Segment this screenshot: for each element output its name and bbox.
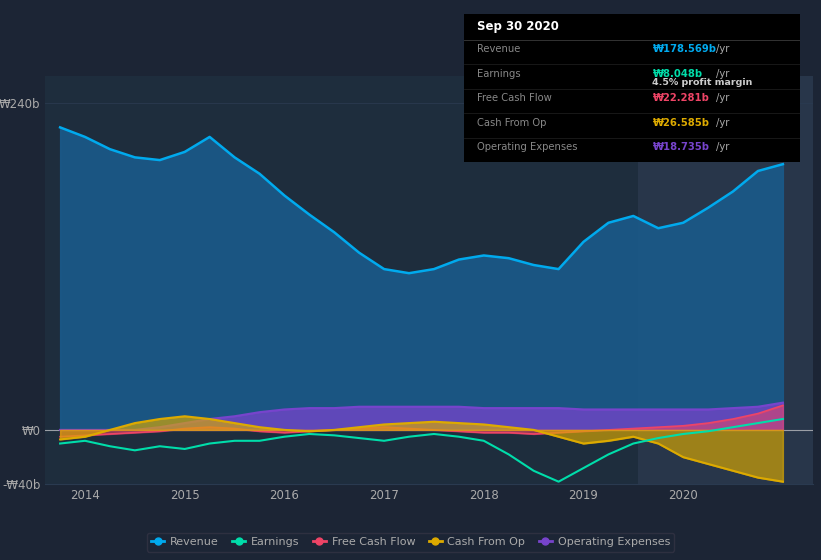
Text: ₩18.735b: ₩18.735b xyxy=(653,142,709,152)
Text: Cash From Op: Cash From Op xyxy=(477,118,547,128)
Text: ₩178.569b: ₩178.569b xyxy=(653,44,717,54)
Text: Operating Expenses: Operating Expenses xyxy=(477,142,578,152)
Text: Earnings: Earnings xyxy=(477,69,521,79)
Text: ₩22.281b: ₩22.281b xyxy=(653,94,709,103)
Text: /yr: /yr xyxy=(716,94,730,103)
Text: ₩8.048b: ₩8.048b xyxy=(653,69,703,79)
Text: Free Cash Flow: Free Cash Flow xyxy=(477,94,552,103)
Text: 4.5% profit margin: 4.5% profit margin xyxy=(653,78,753,87)
Text: /yr: /yr xyxy=(716,69,730,79)
Text: /yr: /yr xyxy=(716,142,730,152)
Text: Revenue: Revenue xyxy=(477,44,521,54)
Text: ₩26.585b: ₩26.585b xyxy=(653,118,709,128)
Bar xyxy=(638,76,813,484)
Text: /yr: /yr xyxy=(716,44,730,54)
Legend: Revenue, Earnings, Free Cash Flow, Cash From Op, Operating Expenses: Revenue, Earnings, Free Cash Flow, Cash … xyxy=(147,533,674,552)
Text: Sep 30 2020: Sep 30 2020 xyxy=(477,20,559,33)
Text: /yr: /yr xyxy=(716,118,730,128)
